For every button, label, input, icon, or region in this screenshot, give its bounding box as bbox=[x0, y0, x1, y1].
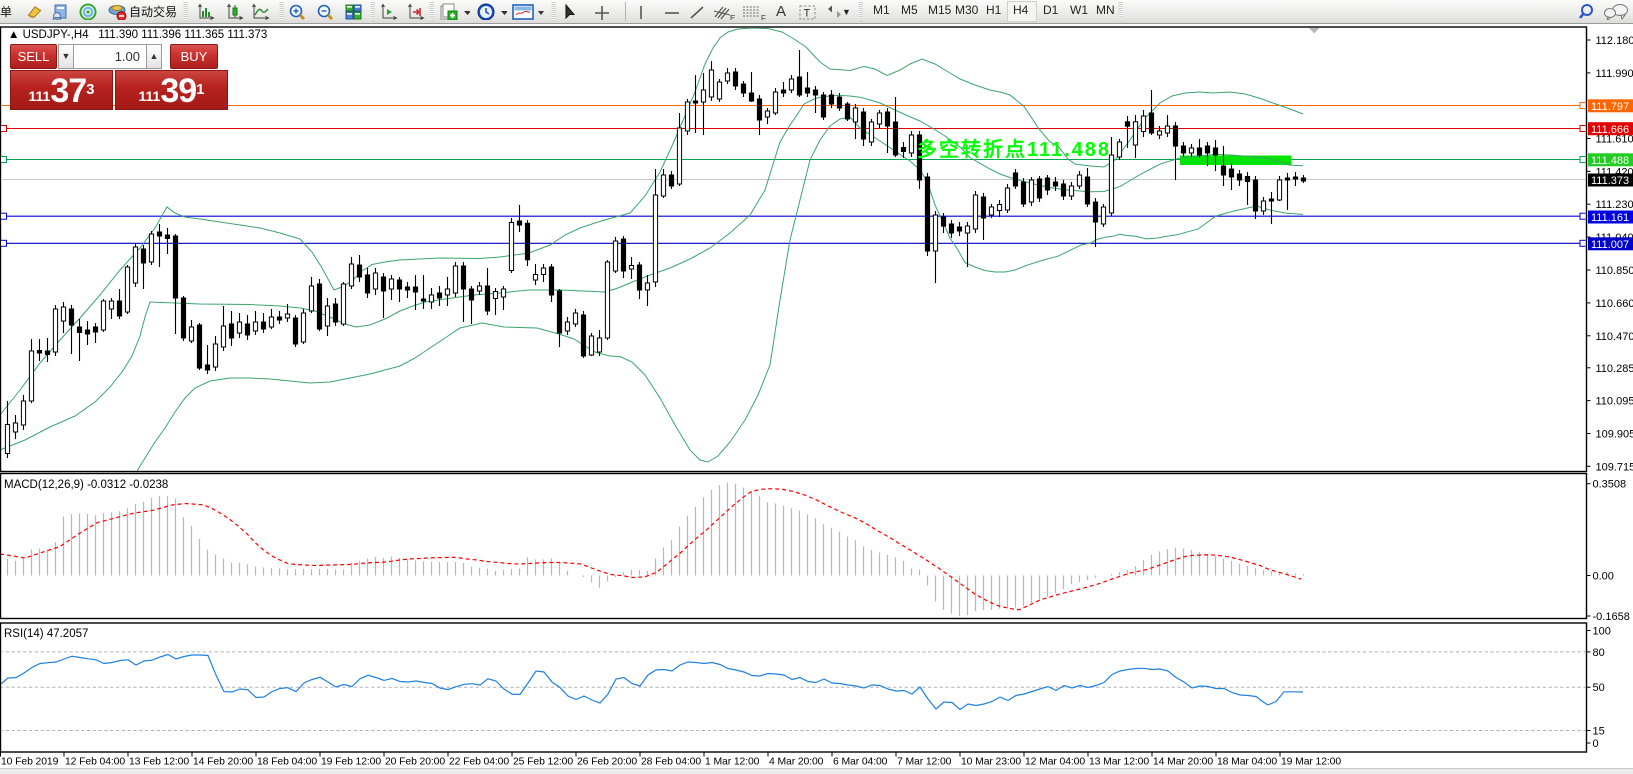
svg-text:50: 50 bbox=[1593, 682, 1605, 694]
svg-text:111.161: 111.161 bbox=[1591, 212, 1629, 224]
svg-text:0: 0 bbox=[1593, 738, 1599, 750]
svg-text:110.470: 110.470 bbox=[1596, 331, 1633, 343]
svg-text:RSI(14) 47.2057: RSI(14) 47.2057 bbox=[4, 628, 88, 640]
svg-text:-0.1658: -0.1658 bbox=[1593, 611, 1630, 623]
svg-text:1 Mar 12:00: 1 Mar 12:00 bbox=[705, 757, 760, 768]
svg-text:12 Mar 04:00: 12 Mar 04:00 bbox=[1025, 757, 1085, 768]
svg-text:20 Feb 20:00: 20 Feb 20:00 bbox=[385, 757, 445, 768]
svg-text:112.180: 112.180 bbox=[1596, 35, 1633, 47]
svg-text:6 Mar 04:00: 6 Mar 04:00 bbox=[833, 757, 888, 768]
svg-text:MACD(12,26,9) -0.0312 -0.0238: MACD(12,26,9) -0.0312 -0.0238 bbox=[4, 479, 168, 491]
svg-text:109.905: 109.905 bbox=[1596, 429, 1633, 441]
svg-text:10 Feb 2019: 10 Feb 2019 bbox=[1, 757, 59, 768]
svg-text:7 Mar 12:00: 7 Mar 12:00 bbox=[897, 757, 952, 768]
svg-text:14 Mar 20:00: 14 Mar 20:00 bbox=[1153, 757, 1213, 768]
svg-text:80: 80 bbox=[1593, 647, 1605, 659]
svg-text:111.797: 111.797 bbox=[1591, 101, 1629, 113]
svg-text:110.285: 110.285 bbox=[1596, 363, 1633, 375]
svg-text:19 Mar 12:00: 19 Mar 12:00 bbox=[1281, 757, 1341, 768]
svg-text:109.715: 109.715 bbox=[1596, 461, 1633, 473]
svg-text:28 Feb 04:00: 28 Feb 04:00 bbox=[641, 757, 701, 768]
svg-text:111.230: 111.230 bbox=[1596, 199, 1633, 211]
svg-text:110.850: 110.850 bbox=[1596, 265, 1633, 277]
svg-text:18 Mar 04:00: 18 Mar 04:00 bbox=[1217, 757, 1277, 768]
svg-text:111.666: 111.666 bbox=[1591, 124, 1629, 136]
svg-text:111.990: 111.990 bbox=[1596, 68, 1633, 80]
svg-text:15: 15 bbox=[1593, 726, 1605, 738]
svg-text:4 Mar 20:00: 4 Mar 20:00 bbox=[769, 757, 824, 768]
svg-text:13 Mar 12:00: 13 Mar 12:00 bbox=[1089, 757, 1149, 768]
svg-text:111.488: 111.488 bbox=[1591, 155, 1629, 167]
svg-text:0.3508: 0.3508 bbox=[1593, 479, 1627, 491]
svg-text:0.00: 0.00 bbox=[1593, 571, 1614, 583]
svg-text:12 Feb 04:00: 12 Feb 04:00 bbox=[65, 757, 125, 768]
svg-text:111.007: 111.007 bbox=[1591, 239, 1629, 251]
svg-text:E: E bbox=[730, 14, 735, 20]
svg-text:14 Feb 20:00: 14 Feb 20:00 bbox=[193, 757, 253, 768]
svg-text:10 Mar 23:00: 10 Mar 23:00 bbox=[961, 757, 1021, 768]
svg-text:110.660: 110.660 bbox=[1596, 298, 1633, 310]
svg-text:25 Feb 12:00: 25 Feb 12:00 bbox=[513, 757, 573, 768]
svg-text:多空转折点111.488: 多空转折点111.488 bbox=[917, 137, 1109, 161]
svg-text:T: T bbox=[804, 8, 811, 20]
svg-text:18 Feb 04:00: 18 Feb 04:00 bbox=[257, 757, 317, 768]
svg-text:100: 100 bbox=[1593, 626, 1611, 638]
svg-text:22 Feb 04:00: 22 Feb 04:00 bbox=[449, 757, 509, 768]
svg-text:26 Feb 20:00: 26 Feb 20:00 bbox=[577, 757, 637, 768]
svg-text:111.373: 111.373 bbox=[1591, 175, 1629, 187]
svg-text:13 Feb 12:00: 13 Feb 12:00 bbox=[129, 757, 189, 768]
svg-text:F: F bbox=[761, 14, 766, 20]
svg-text:110.095: 110.095 bbox=[1596, 396, 1633, 408]
svg-text:19 Feb 12:00: 19 Feb 12:00 bbox=[321, 757, 381, 768]
svg-text:111.610: 111.610 bbox=[1596, 133, 1633, 145]
